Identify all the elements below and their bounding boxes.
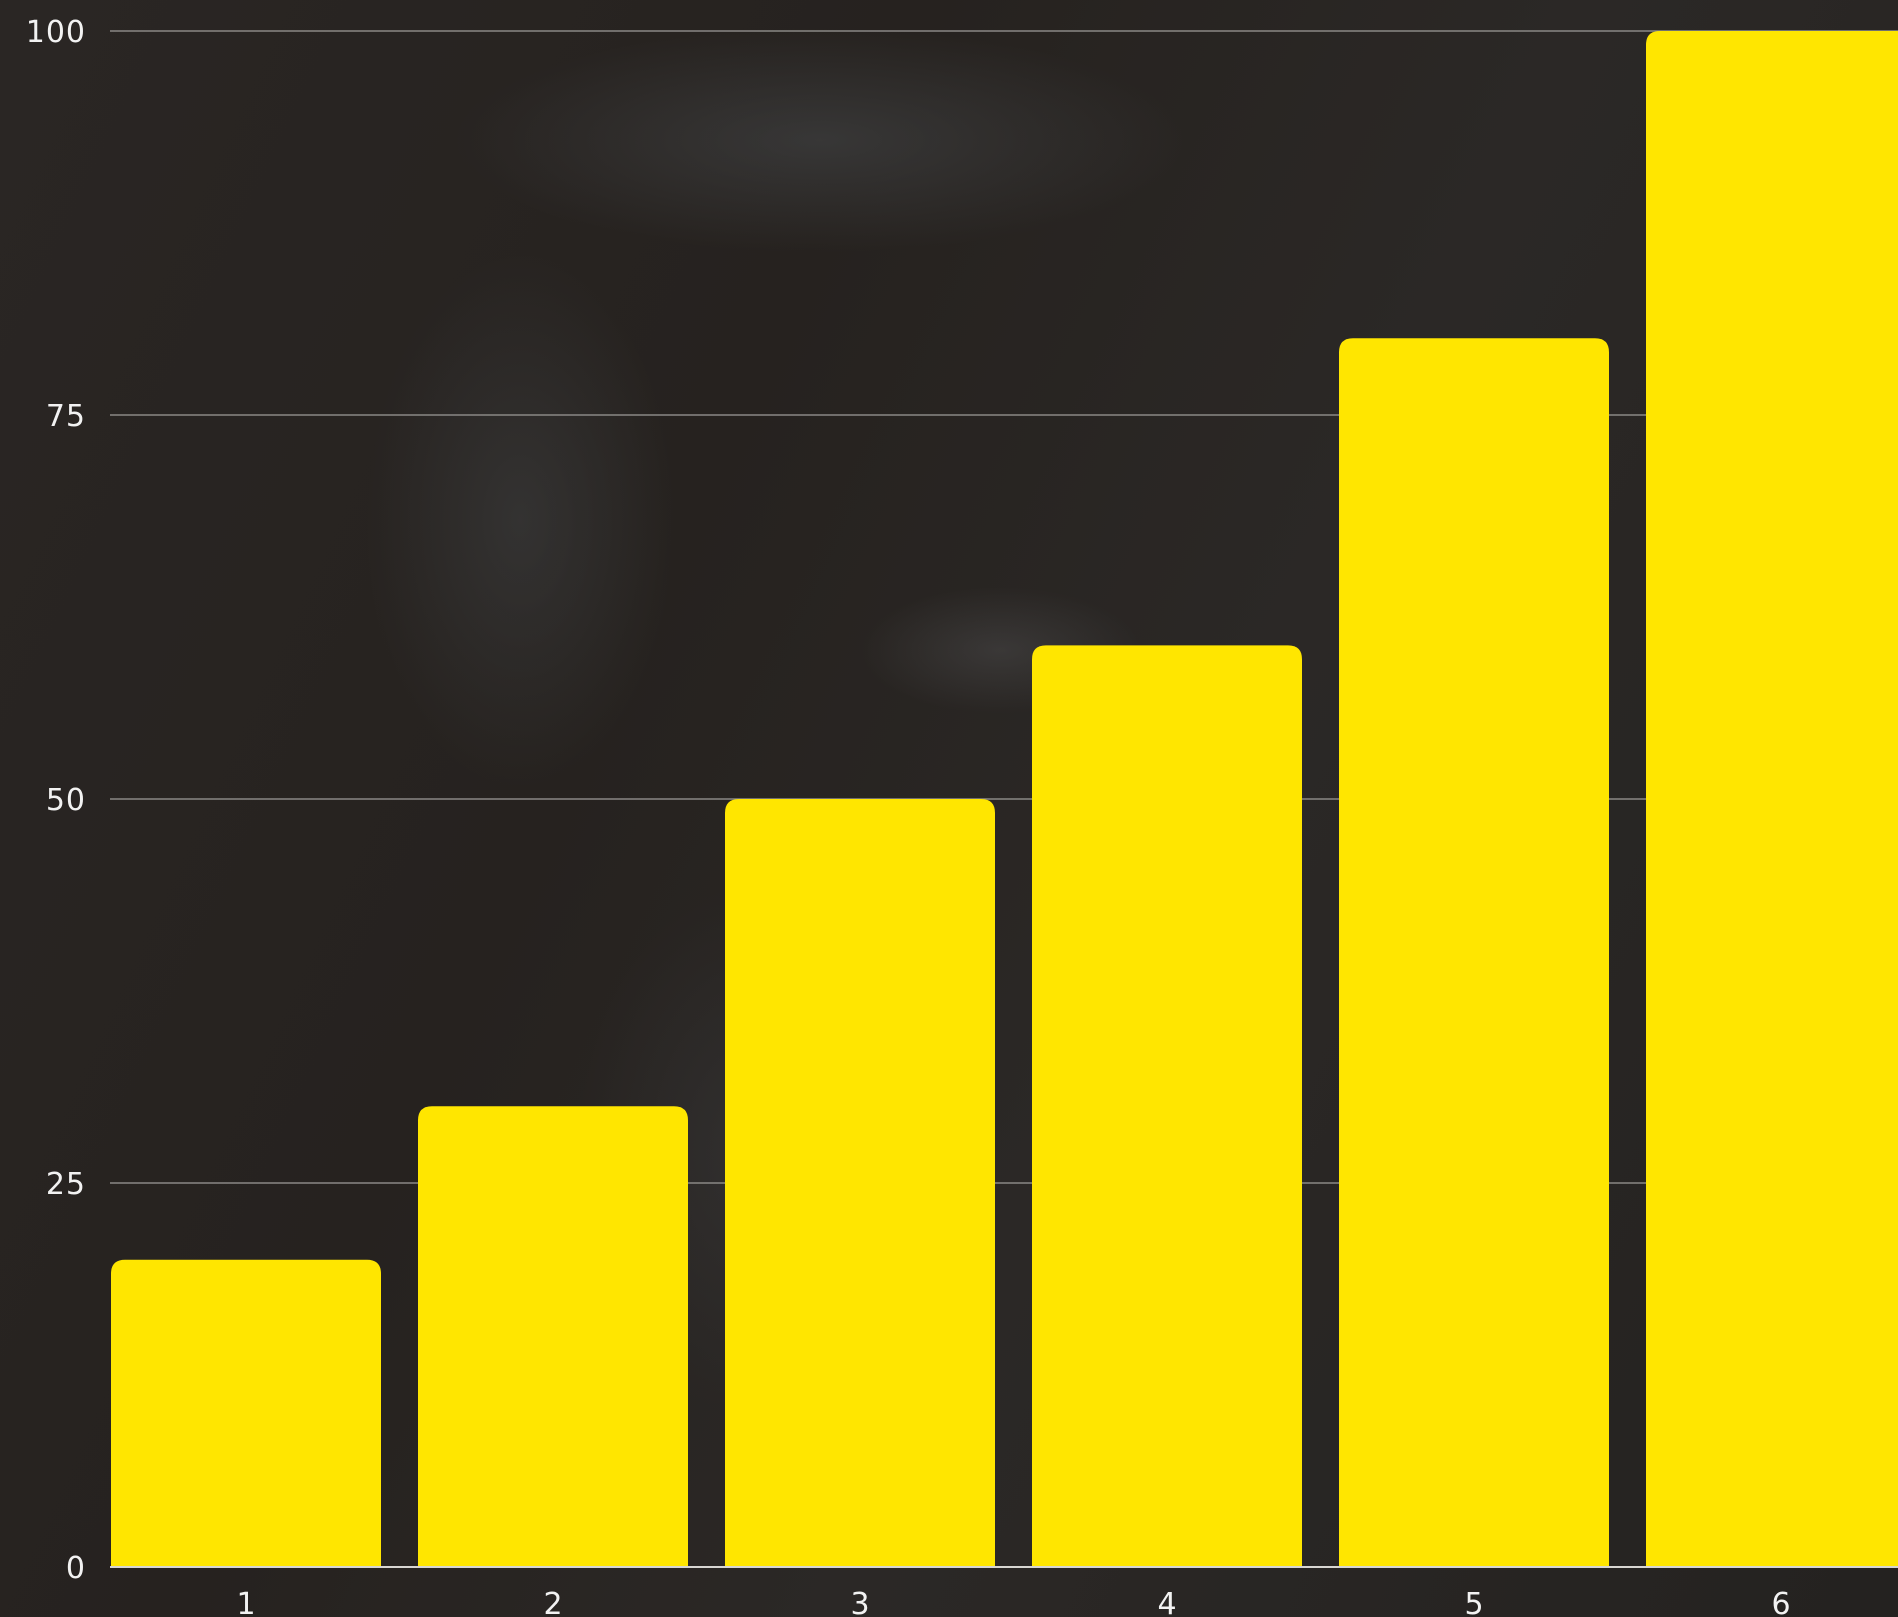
x-tick-label: 1 (236, 1587, 255, 1617)
x-tick-label: 3 (850, 1587, 869, 1617)
y-tick-label: 0 (66, 1551, 86, 1586)
bar-6 (1646, 31, 1898, 1567)
x-tick-label: 4 (1157, 1587, 1176, 1617)
x-tick-label: 5 (1464, 1587, 1483, 1617)
y-tick-label: 25 (46, 1167, 86, 1202)
gridlines (110, 30, 1898, 1184)
bar-3 (725, 799, 995, 1567)
x-tick-label: 6 (1771, 1587, 1790, 1617)
y-tick-label: 50 (46, 783, 86, 818)
bar-2 (418, 1106, 688, 1567)
y-tick-label: 75 (46, 399, 86, 434)
bars (111, 31, 1898, 1568)
y-tick-label: 100 (26, 15, 86, 50)
axes: 0 25 50 75 100 1 2 3 4 5 6 (26, 15, 1898, 1617)
bar-1 (111, 1259, 381, 1567)
bar-5 (1339, 338, 1609, 1568)
x-tick-label: 2 (543, 1587, 562, 1617)
bar-4 (1032, 645, 1302, 1567)
